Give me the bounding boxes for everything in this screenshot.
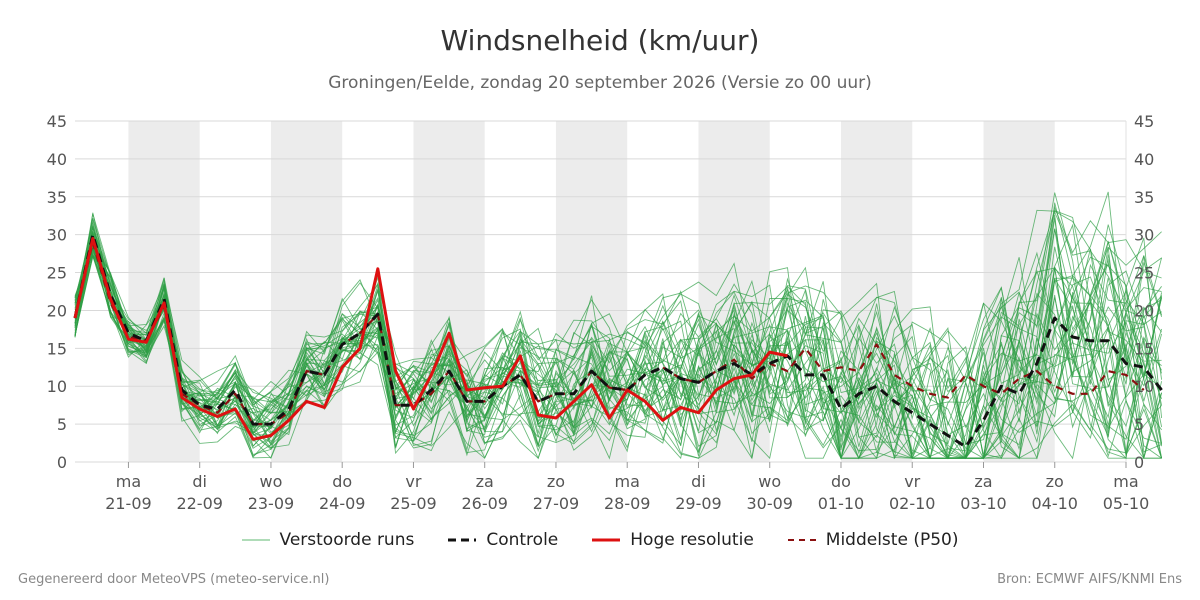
perturbed-run-line	[74, 243, 1163, 460]
perturbed-runs	[74, 191, 1163, 460]
perturbed-run-line	[74, 191, 1163, 460]
perturbed-run-line	[74, 222, 1163, 460]
x-tick-date: 24-09	[319, 494, 366, 513]
y-tick-label-right: 15	[1134, 339, 1154, 358]
y-tick-label-right: 30	[1134, 226, 1154, 245]
x-tick-date: 05-10	[1103, 494, 1150, 513]
y-tick-label-right: 40	[1134, 150, 1154, 169]
x-tick-day: ma	[116, 472, 141, 491]
x-tick-date: 27-09	[533, 494, 580, 513]
perturbed-run-line	[74, 247, 1163, 459]
legend-label-perturbed: Verstoorde runs	[279, 530, 415, 550]
x-tick-date: 03-10	[960, 494, 1007, 513]
y-tick-label-left: 5	[57, 415, 67, 434]
x-tick-date: 21-09	[105, 494, 152, 513]
y-tick-label-left: 25	[47, 264, 67, 283]
chart-title: Windsnelheid (km/uur)	[440, 24, 760, 57]
x-tick-day: vr	[904, 472, 920, 491]
median-line	[73, 241, 1145, 426]
x-tick-day: di	[192, 472, 207, 491]
y-axis-right: 0 5 10 15 20 25 30 35 40 45	[1134, 112, 1154, 472]
legend: Verstoorde runs Controle Hoge resolutie …	[0, 530, 1200, 550]
y-tick-label-left: 10	[47, 377, 67, 396]
x-tick-date: 30-09	[746, 494, 793, 513]
x-tick-day: ma	[615, 472, 640, 491]
perturbed-run-line	[74, 237, 1162, 460]
x-tick-date: 28-09	[604, 494, 651, 513]
x-tick-date: 22-09	[176, 494, 223, 513]
footer-generator: Gegenereerd door MeteoVPS (meteo-service…	[18, 572, 330, 587]
x-tick-day: zo	[1046, 472, 1064, 491]
x-tick-date: 29-09	[675, 494, 722, 513]
perturbed-run-line	[74, 243, 1163, 459]
legend-item-control: Controle	[448, 530, 558, 550]
perturbed-run-line	[74, 232, 1162, 460]
legend-item-median: Middelste (P50)	[787, 530, 959, 550]
x-tick-date: 23-09	[248, 494, 295, 513]
x-tick-day: vr	[405, 472, 421, 491]
perturbed-run-line	[74, 226, 1162, 460]
chart-subtitle: Groningen/Eelde, zondag 20 september 202…	[328, 73, 872, 93]
legend-label-highres: Hoge resolutie	[630, 530, 754, 550]
y-tick-label-right: 35	[1134, 188, 1154, 207]
x-tick-day: wo	[758, 472, 781, 491]
perturbed-run-line	[74, 202, 1163, 460]
legend-swatch-control	[448, 538, 477, 542]
main-series	[73, 233, 1163, 449]
perturbed-run-line	[74, 235, 1163, 460]
y-tick-label-right: 0	[1134, 453, 1144, 472]
y-tick-label-right: 20	[1134, 301, 1154, 320]
y-tick-label-left: 30	[47, 226, 67, 245]
legend-swatch-median	[787, 539, 816, 541]
x-tick-day: ma	[1113, 472, 1138, 491]
legend-label-control: Controle	[486, 530, 559, 550]
y-axis-left: 0 5 10 15 20 25 30 35 40 45	[47, 112, 67, 472]
highres-line	[73, 237, 788, 441]
x-tick-date: 25-09	[390, 494, 437, 513]
y-tick-label-right: 10	[1134, 377, 1154, 396]
x-tick-date: 04-10	[1031, 494, 1078, 513]
legend-swatch-perturbed	[241, 539, 270, 541]
legend-item-perturbed: Verstoorde runs	[241, 530, 415, 550]
y-tick-label-right: 45	[1134, 112, 1154, 131]
legend-label-median: Middelste (P50)	[825, 530, 959, 550]
x-tick-day: wo	[260, 472, 283, 491]
y-tick-label-left: 15	[47, 339, 67, 358]
perturbed-run-line	[74, 245, 1163, 460]
x-tick-day: do	[332, 472, 352, 491]
y-tick-label-right: 25	[1134, 264, 1154, 283]
x-axis: ma 21-09 di 22-09 wo 23-09 do 24-09 vr 25-09 za 26-…	[105, 462, 1149, 513]
legend-item-highres: Hoge resolutie	[592, 530, 754, 550]
y-tick-label-left: 20	[47, 301, 67, 320]
footer-source: Bron: ECMWF AIFS/KNMI Ens	[997, 572, 1182, 587]
x-tick-day: di	[691, 472, 706, 491]
y-tick-label-left: 0	[57, 453, 67, 472]
control-line	[73, 233, 1163, 449]
y-tick-label-right: 5	[1134, 415, 1144, 434]
x-tick-day: zo	[547, 472, 565, 491]
x-tick-day: za	[476, 472, 494, 491]
x-tick-day: za	[974, 472, 992, 491]
y-tick-label-left: 45	[47, 112, 67, 131]
y-tick-label-left: 35	[47, 188, 67, 207]
x-tick-date: 01-10	[818, 494, 865, 513]
y-tick-label-left: 40	[47, 150, 67, 169]
x-tick-day: do	[831, 472, 851, 491]
x-tick-date: 26-09	[461, 494, 508, 513]
legend-swatch-highres	[592, 538, 621, 542]
x-tick-date: 02-10	[889, 494, 936, 513]
